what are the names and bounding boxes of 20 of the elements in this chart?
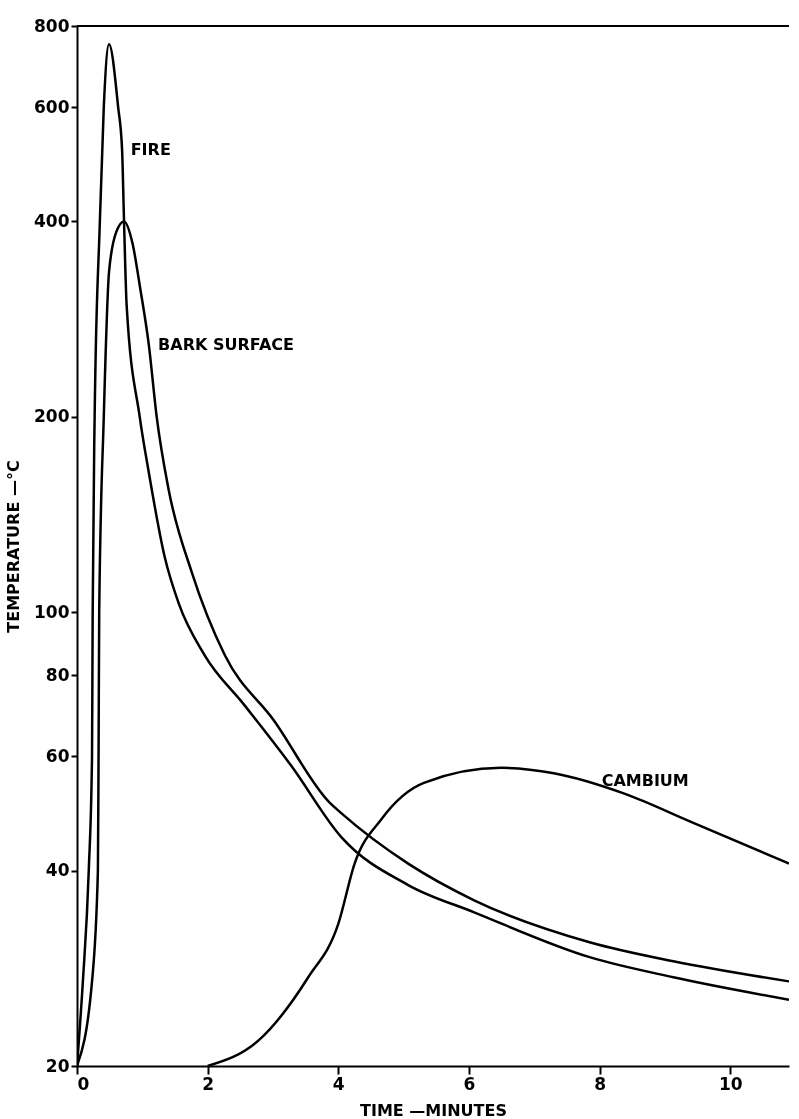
x-tick-label: 0 (77, 1073, 90, 1094)
x-tick-label: 2 (202, 1073, 215, 1094)
x-tick-label: 8 (594, 1073, 606, 1094)
y-tick-label: 400 (34, 210, 70, 231)
y-tick-label: 40 (45, 860, 70, 881)
x-tick-label: 6 (463, 1073, 476, 1094)
annotation: BARK SURFACE (158, 335, 294, 355)
x-axis-title: TIME —MINUTES (360, 1100, 507, 1119)
y-tick-label: 80 (45, 664, 70, 685)
y-axis-title: TEMPERATURE —°C (4, 460, 24, 633)
y-tick-label: 600 (34, 96, 70, 117)
x-tick-label: 4 (332, 1073, 345, 1094)
y-tick-label: 20 (45, 1055, 70, 1076)
annotation: CAMBIUM (601, 770, 689, 790)
y-tick-label: 800 (34, 15, 70, 36)
x-tick-label: 10 (718, 1073, 743, 1094)
annotation: FIRE (130, 139, 171, 159)
y-tick-label: 200 (34, 406, 70, 427)
y-tick-label: 100 (34, 601, 70, 622)
y-tick-label: 60 (45, 745, 70, 766)
